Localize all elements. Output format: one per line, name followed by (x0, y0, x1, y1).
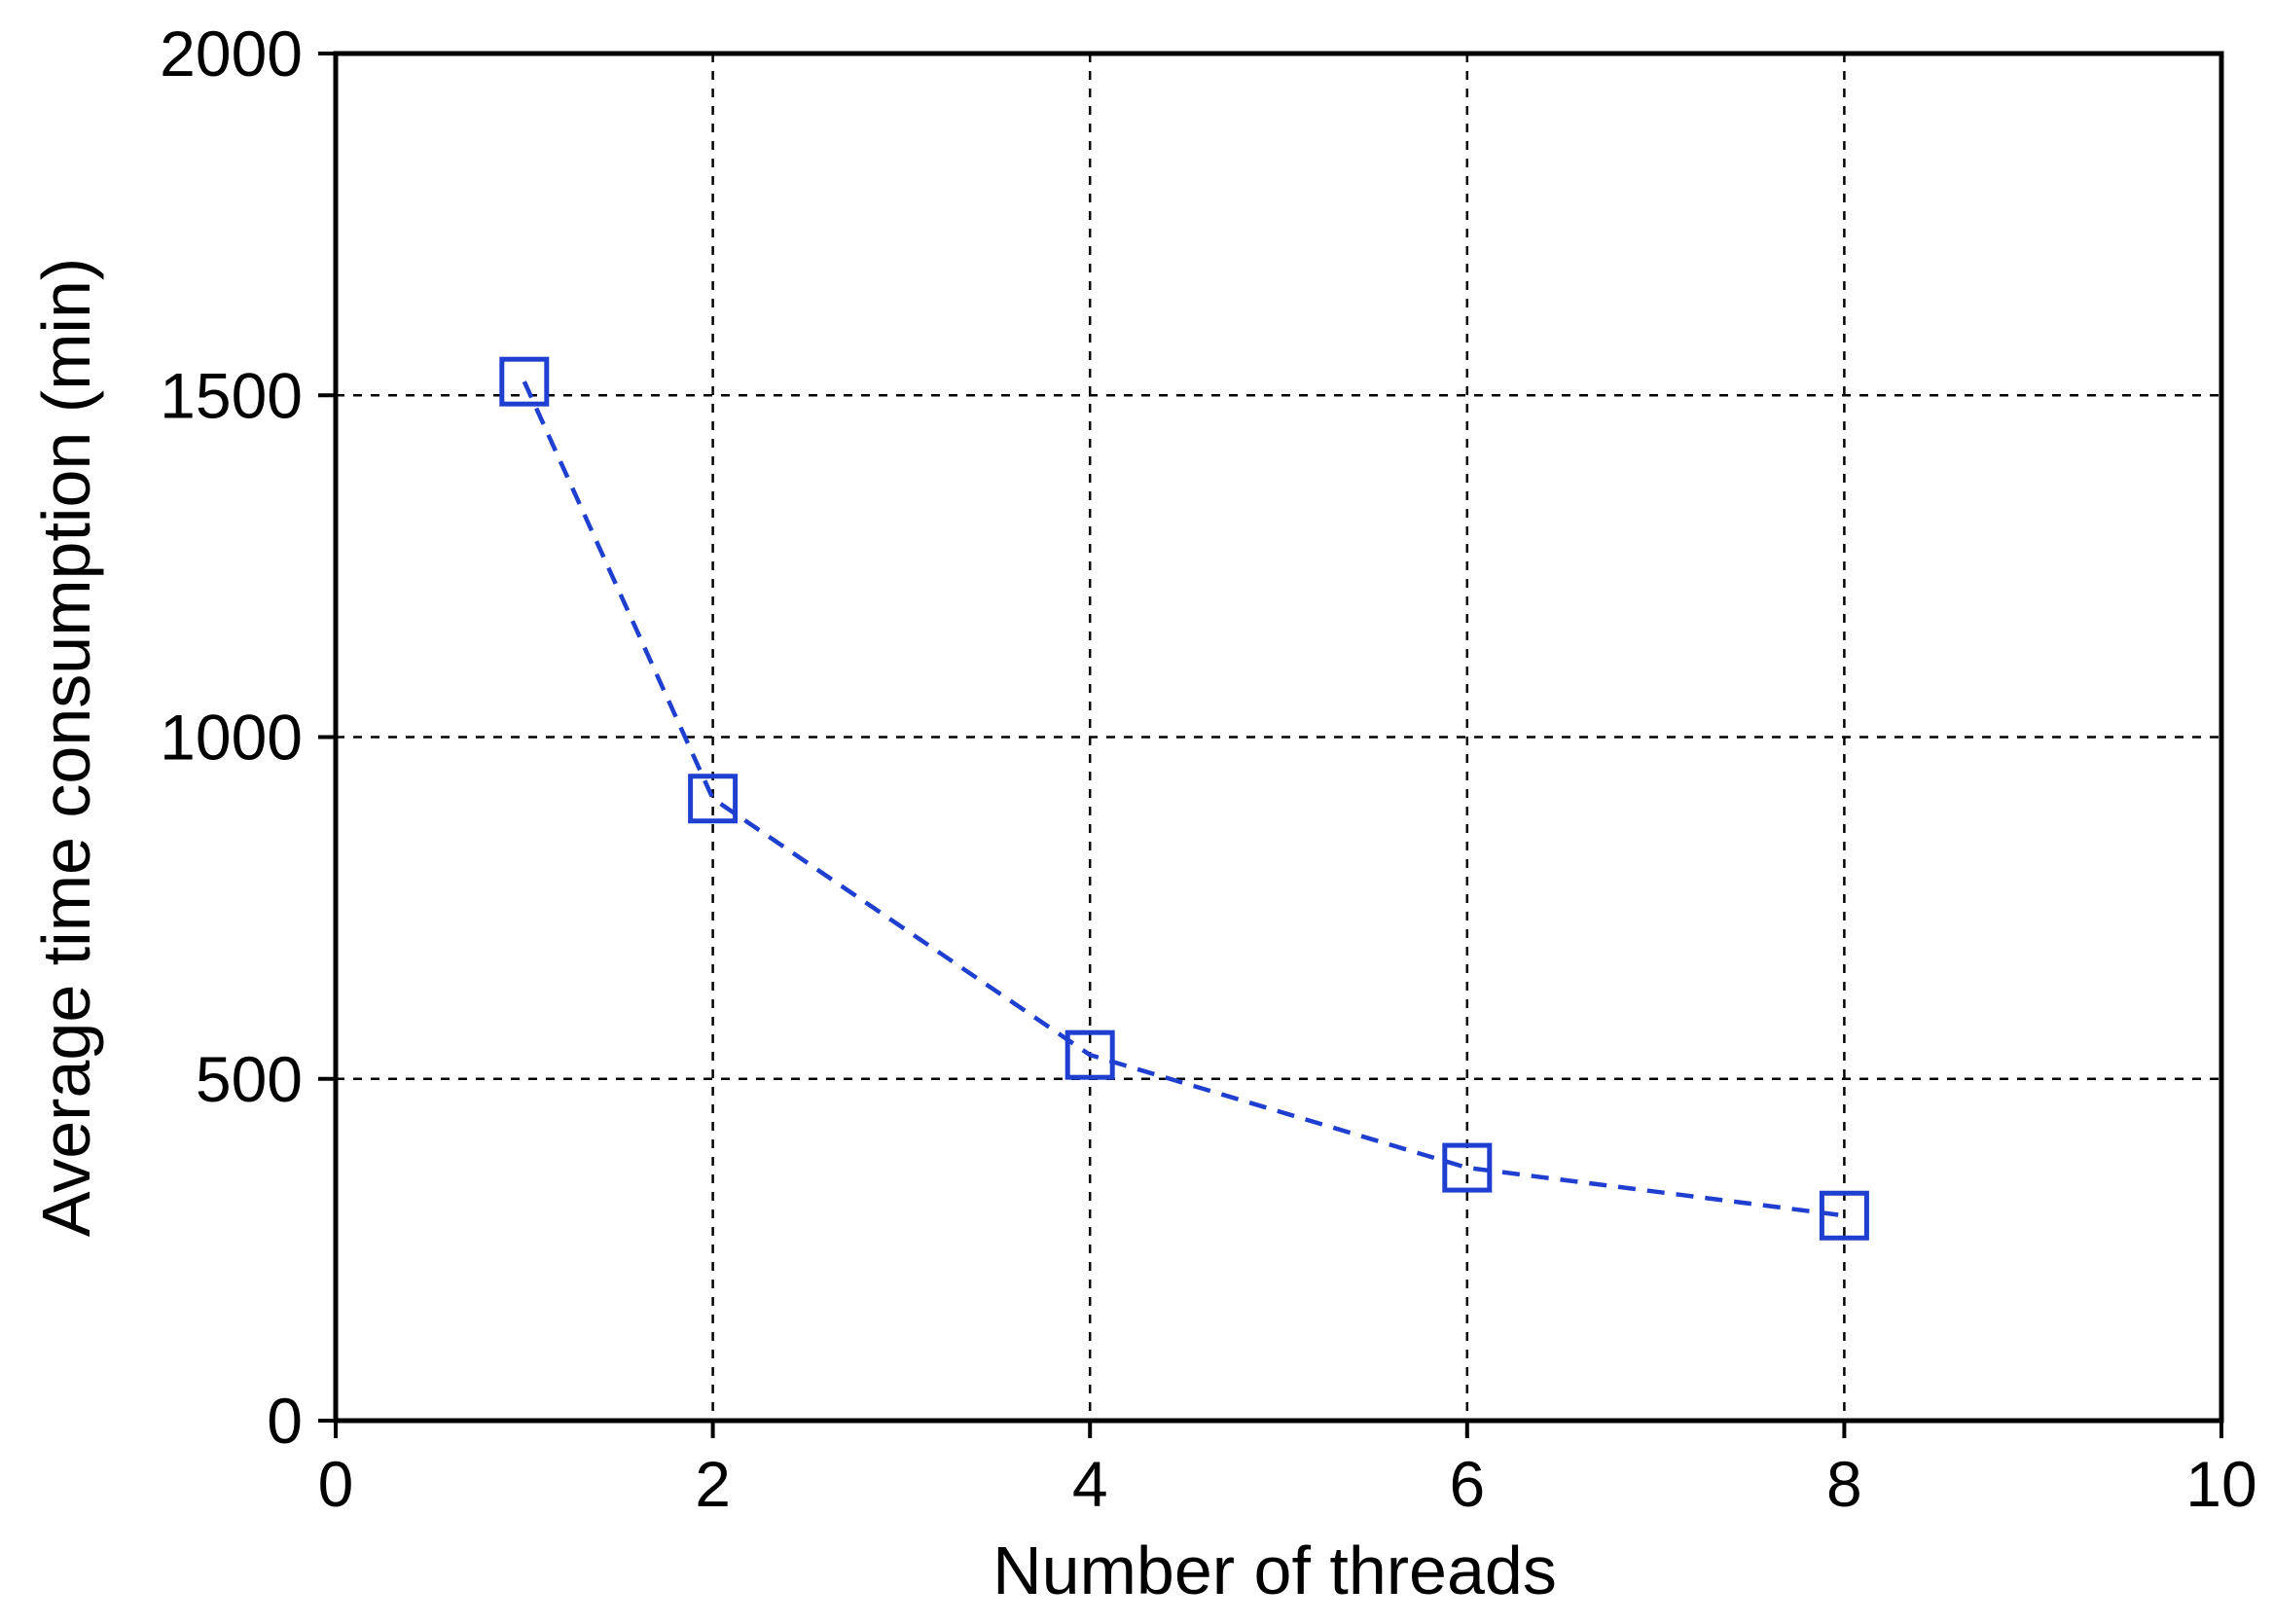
y-tick-label: 2000 (160, 18, 303, 90)
data-point-marker (1064, 1029, 1115, 1080)
x-axis-label: Number of threads (992, 1533, 1557, 1608)
y-tick-label: 500 (196, 1043, 303, 1115)
axes (318, 51, 2224, 1438)
data-point-marker (499, 356, 550, 407)
y-tick-label: 0 (267, 1385, 303, 1457)
data-point-marker (688, 774, 739, 824)
tick-labels: 0 2 4 6 8 10 0 500 1000 1500 2000 (160, 18, 2257, 1520)
y-tick-label: 1500 (160, 359, 303, 431)
x-tick-label: 10 (2185, 1448, 2256, 1520)
x-tick-label: 8 (1826, 1448, 1862, 1520)
x-tick-label: 2 (695, 1448, 731, 1520)
y-axis-label: Average time consumption (min) (28, 258, 104, 1237)
series-line (522, 380, 1845, 1218)
x-tick-label: 6 (1449, 1448, 1485, 1520)
x-tick-label: 4 (1072, 1448, 1108, 1520)
series-layer (499, 356, 1869, 1241)
y-tick-label: 1000 (160, 702, 303, 774)
x-tick-label: 0 (318, 1448, 354, 1520)
data-point-marker (1819, 1190, 1869, 1241)
data-point-marker (1442, 1142, 1493, 1193)
grid (336, 54, 2221, 1421)
